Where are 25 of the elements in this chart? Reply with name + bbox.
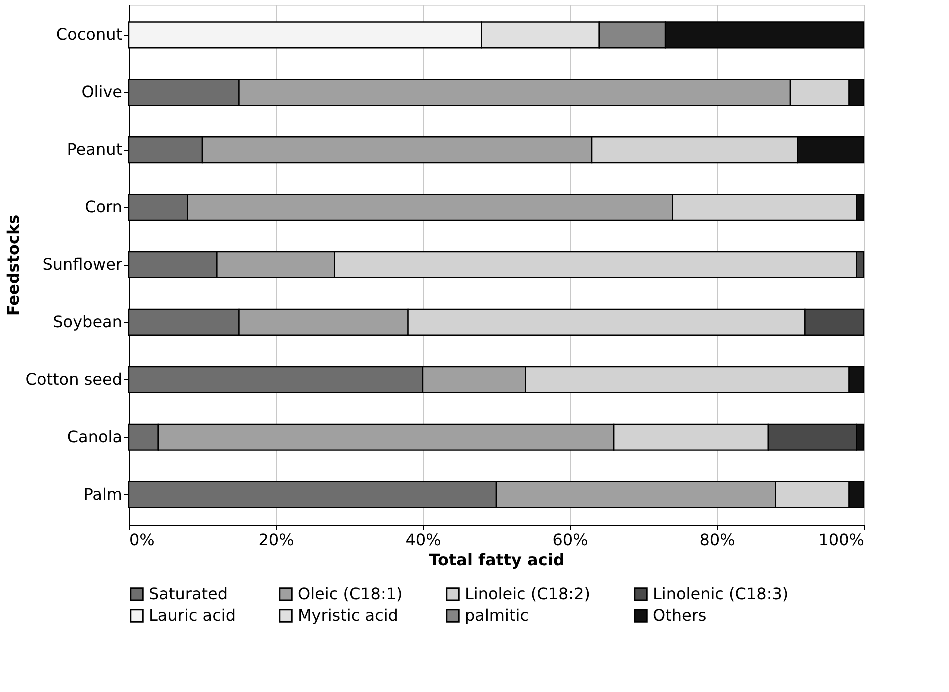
legend-label: Others [653, 606, 707, 625]
x-axis-title: Total fatty acid [429, 550, 565, 570]
legend-label: Saturated [149, 584, 228, 604]
x-tick-label: 0% [130, 530, 155, 550]
y-tick-label: Sunflower [42, 255, 123, 274]
legend-label: Linoleic (C18:2) [465, 584, 590, 604]
y-tick-label: Coconut [56, 25, 122, 44]
x-tick-label: 40% [406, 530, 442, 550]
y-axis-title: Feedstocks [4, 214, 23, 316]
y-tick-label: Canola [67, 427, 122, 446]
legend-label: Myristic acid [298, 606, 398, 625]
legend-label: palmitic [465, 606, 529, 625]
y-tick-label: Olive [82, 82, 122, 102]
legend-label: Lauric acid [149, 606, 236, 625]
y-tick-label: Palm [84, 484, 122, 504]
y-tick-label: Soybean [53, 312, 122, 332]
x-tick-label: 60% [552, 530, 588, 550]
legend-label: Linolenic (C18:3) [653, 584, 789, 604]
x-tick-label: 100% [818, 530, 864, 550]
y-tick-label: Corn [85, 198, 122, 217]
x-tick-label: 80% [700, 530, 736, 550]
y-tick-label: Peanut [67, 140, 122, 160]
legend-label: Oleic (C18:1) [298, 584, 403, 604]
x-tick-label: 20% [258, 530, 294, 550]
y-tick-label: Cotton seed [26, 370, 122, 389]
